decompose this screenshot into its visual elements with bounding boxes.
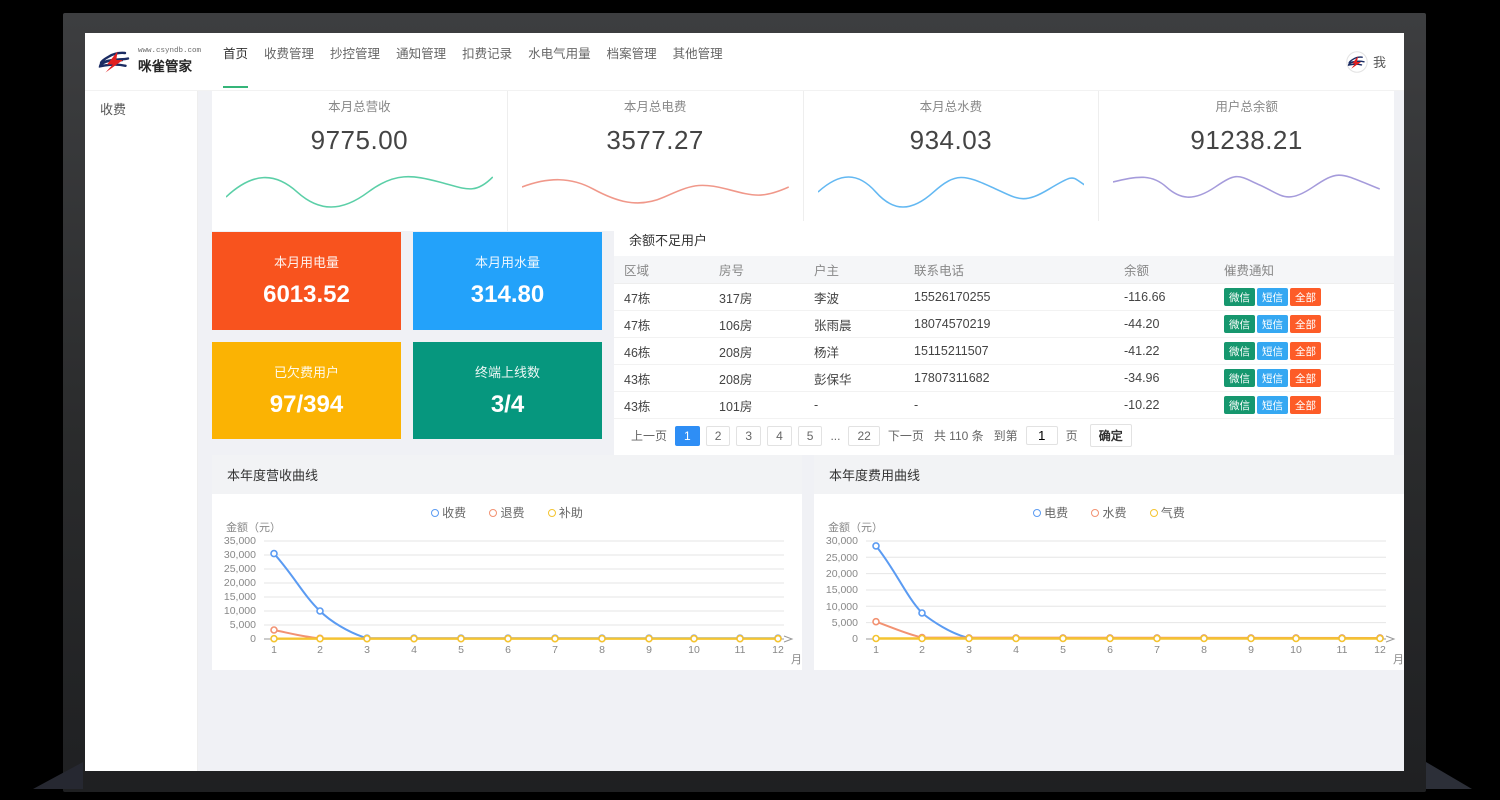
svg-text:25,000: 25,000 <box>826 552 858 564</box>
svg-text:0: 0 <box>250 633 256 645</box>
svg-text:5: 5 <box>458 644 464 656</box>
svg-text:1: 1 <box>873 644 879 656</box>
svg-text:35,000: 35,000 <box>224 535 256 547</box>
svg-text:6: 6 <box>505 644 511 656</box>
svg-text:8: 8 <box>599 644 605 656</box>
svg-text:15,000: 15,000 <box>224 591 256 603</box>
svg-text:6: 6 <box>1107 644 1113 656</box>
svg-text:2: 2 <box>919 644 925 656</box>
svg-text:7: 7 <box>1154 644 1160 656</box>
svg-text:15,000: 15,000 <box>826 584 858 596</box>
svg-text:11: 11 <box>1337 644 1348 656</box>
svg-text:11: 11 <box>735 644 746 656</box>
svg-text:10: 10 <box>1290 644 1302 656</box>
svg-text:25,000: 25,000 <box>224 563 256 575</box>
svg-text:12: 12 <box>772 644 784 656</box>
svg-text:4: 4 <box>1013 644 1019 656</box>
svg-text:5,000: 5,000 <box>832 617 858 629</box>
svg-text:10: 10 <box>688 644 700 656</box>
svg-text:3: 3 <box>364 644 370 656</box>
svg-text:5,000: 5,000 <box>230 619 256 631</box>
svg-text:4: 4 <box>411 644 417 656</box>
svg-text:5: 5 <box>1060 644 1066 656</box>
svg-text:2: 2 <box>317 644 323 656</box>
svg-text:30,000: 30,000 <box>224 549 256 561</box>
svg-text:1: 1 <box>271 644 277 656</box>
svg-text:10,000: 10,000 <box>826 601 858 613</box>
svg-text:12: 12 <box>1374 644 1386 656</box>
svg-text:30,000: 30,000 <box>826 535 858 547</box>
svg-text:10,000: 10,000 <box>224 605 256 617</box>
svg-text:7: 7 <box>552 644 558 656</box>
svg-text:8: 8 <box>1201 644 1207 656</box>
svg-text:9: 9 <box>1248 644 1254 656</box>
svg-text:20,000: 20,000 <box>224 577 256 589</box>
svg-text:20,000: 20,000 <box>826 568 858 580</box>
svg-text:0: 0 <box>852 633 858 645</box>
svg-text:3: 3 <box>966 644 972 656</box>
svg-text:9: 9 <box>646 644 652 656</box>
